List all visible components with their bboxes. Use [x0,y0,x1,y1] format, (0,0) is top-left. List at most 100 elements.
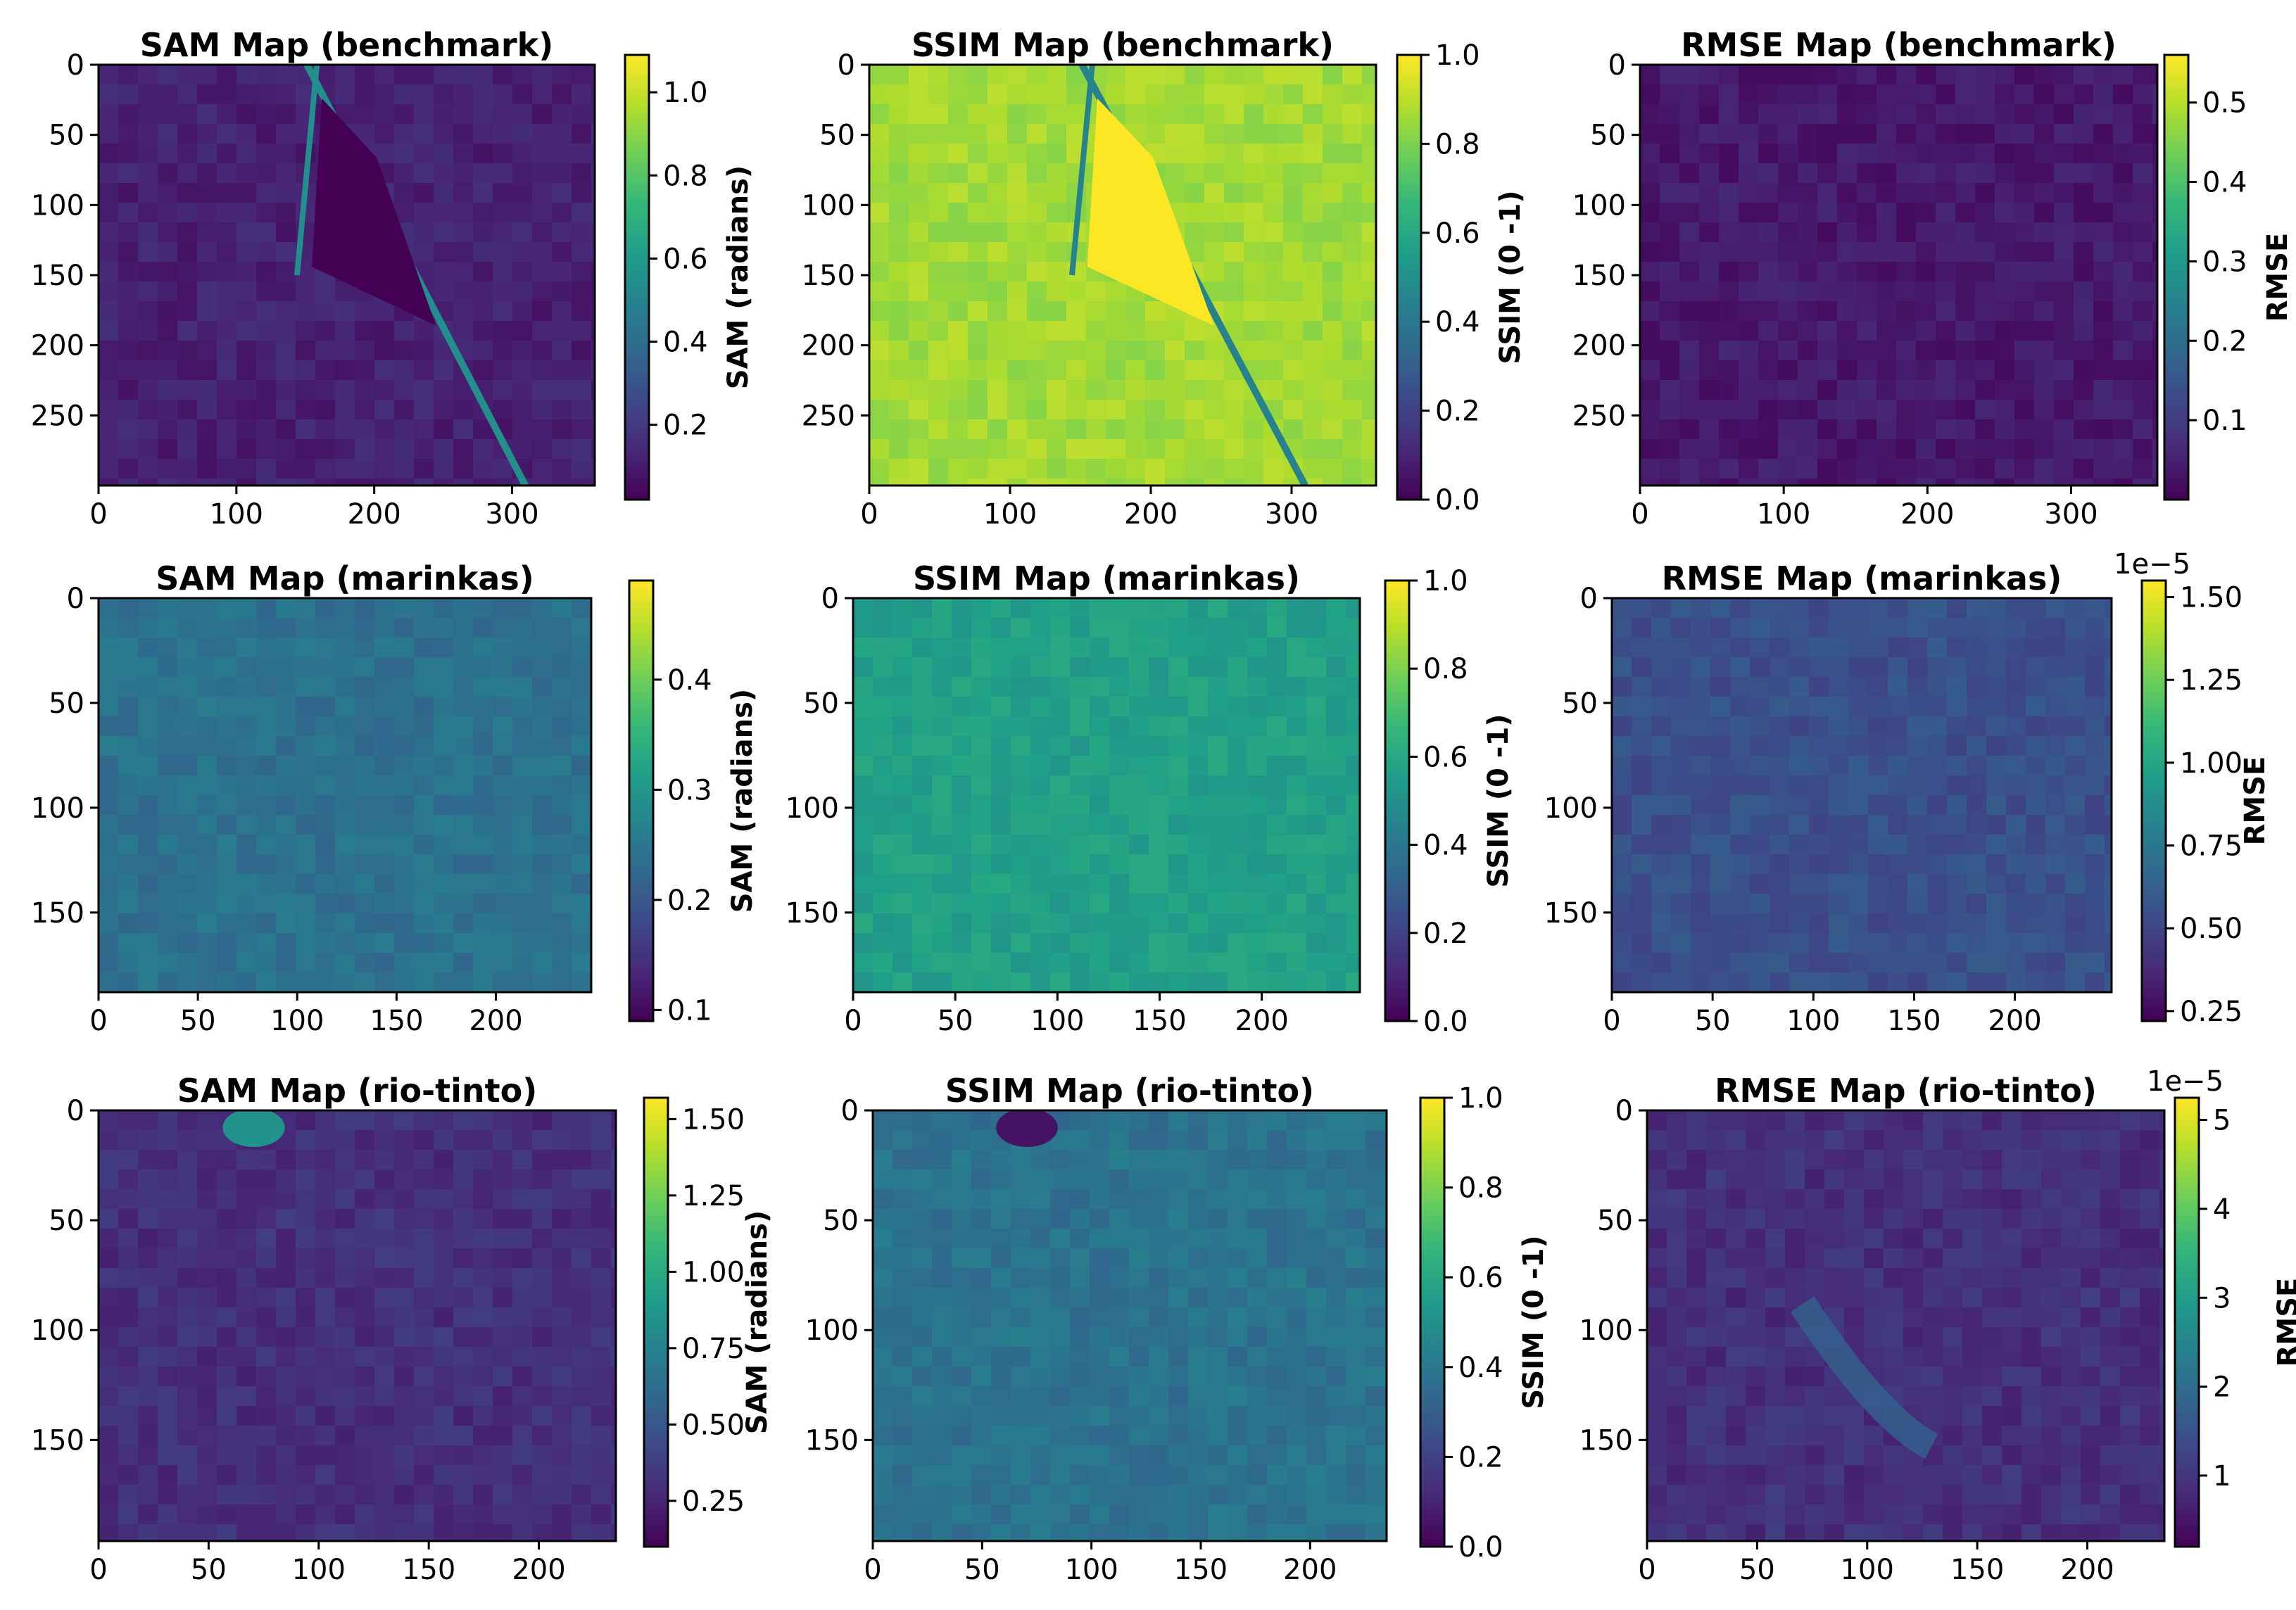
x-tick-label: 150 [1133,1005,1186,1037]
colorbar-tick-label: 0.6 [663,243,708,275]
x-tick-label: 200 [1235,1005,1288,1037]
y-tick-label: 150 [1544,897,1598,930]
y-tick-label: 0 [1608,49,1626,82]
panel-title: SSIM Map (benchmark) [912,26,1334,64]
y-tick-label: 150 [1579,1424,1633,1457]
heatmap-texture [1640,65,2172,498]
colorbar-label: SSIM (0 -1) [1482,714,1515,887]
colorbar-tick-label: 0.4 [1458,1352,1503,1384]
colorbar-tick-label: 0.50 [682,1409,745,1441]
x-tick-label: 150 [1950,1554,2004,1586]
colorbar-tick-label: 0.0 [1435,484,1480,516]
colorbar [629,581,653,1021]
heatmap-texture [99,1108,631,1544]
colorbar-tick-label: 0.8 [663,160,708,192]
colorbar-tick-label: 0.2 [1423,918,1468,950]
colorbar-label: RMSE [2272,1278,2296,1367]
y-tick-label: 50 [1562,687,1598,720]
colorbar-tick-label: 1.0 [1435,39,1480,72]
colorbar-tick-label: 1.0 [1423,565,1468,597]
colorbar-tick-label: 0.1 [2202,405,2247,437]
x-tick-label: 100 [1064,1554,1118,1586]
colorbar-label: SAM (radians) [741,1210,774,1434]
y-tick-label: 200 [31,330,84,362]
colorbar-tick-label: 0.8 [1435,128,1480,160]
x-tick-label: 0 [89,498,107,531]
colorbar-tick-label: 0.4 [1423,830,1468,862]
y-tick-label: 50 [1590,120,1626,152]
x-tick-label: 0 [1631,498,1648,531]
y-tick-label: 200 [1572,330,1626,362]
x-tick-label: 0 [860,498,878,531]
y-tick-label: 100 [786,792,839,825]
x-tick-label: 0 [89,1554,107,1586]
y-tick-label: 0 [841,1095,859,1127]
x-tick-label: 200 [469,1005,522,1037]
y-tick-label: 50 [823,1205,859,1237]
x-tick-label: 200 [2060,1554,2114,1586]
y-tick-label: 150 [31,1424,84,1457]
y-tick-label: 100 [31,189,84,222]
x-tick-label: 50 [180,1005,216,1037]
x-tick-label: 50 [964,1554,1000,1586]
colorbar-tick-label: 1.0 [1458,1082,1503,1115]
colorbar-tick-label: 1.50 [2180,582,2243,614]
colorbar-tick-label: 0.5 [2202,87,2247,120]
y-tick-label: 100 [31,792,84,825]
colorbar-label: SAM (radians) [722,165,755,389]
x-tick-label: 50 [938,1005,973,1037]
x-tick-label: 200 [1988,1005,2041,1037]
colorbar [644,1098,668,1547]
x-tick-label: 100 [1757,498,1810,531]
colorbar-tick-label: 0.0 [1458,1531,1503,1564]
y-tick-label: 150 [31,260,84,292]
colorbar-tick-label: 0.0 [1423,1006,1468,1038]
y-tick-label: 150 [802,260,855,292]
colorbar-tick-label: 0.2 [667,885,712,917]
colorbar-tick-label: 0.2 [1458,1441,1503,1473]
panel-title: RMSE Map (rio-tinto) [1715,1072,2097,1110]
colorbar-tick-label: 0.1 [667,994,712,1027]
colorbar-tick-label: 0.8 [1458,1172,1503,1205]
y-tick-label: 0 [67,583,84,615]
colorbar-tick-label: 0.50 [2180,913,2243,945]
y-tick-label: 0 [838,49,855,82]
y-tick-label: 0 [67,49,84,82]
x-tick-label: 200 [1283,1554,1337,1586]
panel-title: SAM Map (marinkas) [156,559,534,597]
colorbar [2142,581,2166,1021]
y-tick-label: 150 [1572,260,1626,292]
colorbar-tick-label: 0.75 [2180,830,2243,863]
x-tick-label: 100 [1030,1005,1084,1037]
x-tick-label: 100 [210,498,263,531]
x-tick-label: 150 [370,1005,423,1037]
x-tick-label: 100 [292,1554,346,1586]
x-tick-label: 200 [347,498,400,531]
colorbar-tick-label: 1.00 [2180,747,2243,780]
colorbar-tick-label: 0.25 [2180,996,2243,1028]
colorbar [625,55,649,500]
panel-title: SAM Map (rio-tinto) [177,1072,538,1110]
x-tick-label: 50 [1739,1554,1775,1586]
colorbar-tick-label: 0.25 [682,1485,745,1518]
x-tick-label: 100 [1841,1554,1894,1586]
region-blob [222,1108,284,1147]
colorbar-tick-label: 3 [2213,1282,2231,1314]
y-tick-label: 100 [31,1314,84,1347]
x-tick-label: 0 [844,1005,862,1037]
colorbar [1385,581,1409,1021]
x-tick-label: 100 [983,498,1037,531]
heatmap-texture [99,65,611,498]
colorbar-tick-label: 0.75 [682,1333,745,1365]
colorbar-tick-label: 0.2 [1435,395,1480,428]
x-tick-label: 0 [1638,1554,1655,1586]
colorbar-tick-label: 0.6 [1458,1262,1503,1294]
colorbar-label: RMSE [2239,756,2271,846]
